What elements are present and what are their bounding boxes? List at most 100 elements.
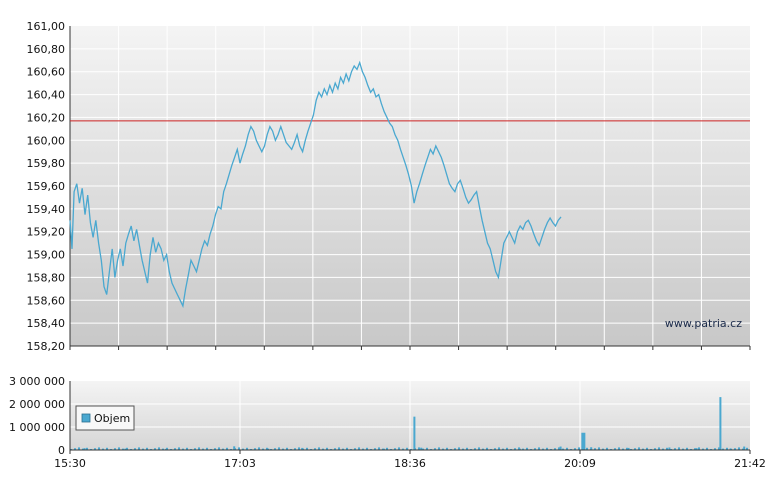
price-series-line [69,60,562,309]
volume-bar [83,448,86,450]
volume-bar [618,447,620,450]
volume-bar [726,447,728,450]
volume-bar [362,448,364,450]
volume-bar [386,447,388,450]
volume-bar [706,447,708,450]
volume-bar [218,447,220,450]
price-y-tick-label: 158,80 [27,271,66,284]
price-y-tick-label: 159,20 [27,226,66,239]
price-y-tick-label: 160,40 [27,89,66,102]
legend: Objem [75,405,135,431]
volume-bar [126,447,128,450]
volume-bar [614,448,616,450]
volume-x-tick-label: 18:36 [394,457,426,470]
volume-x-tick-label: 17:03 [224,457,256,470]
volume-bar [178,447,180,450]
volume-bar [258,447,260,450]
volume-bar [598,447,600,450]
volume-bar [266,447,268,450]
volume-bar [182,448,184,450]
volume-bar [233,446,236,450]
volume-x-tick-label: 15:30 [54,457,86,470]
volume-bar [254,448,256,450]
volume-bar [406,447,408,450]
volume-bar [194,448,196,450]
volume-bar [306,447,308,450]
volume-bar [420,447,423,450]
volume-bar [282,448,284,450]
volume-bar [82,448,84,450]
volume-bar [602,448,604,450]
volume-bar [634,448,636,450]
price-x-ticks [69,346,751,350]
volume-bar [474,448,476,450]
volume-bar [366,447,368,450]
volume-bar [174,448,176,450]
volume-bar [246,447,248,450]
volume-bar [134,448,136,450]
volume-bar [562,448,564,450]
volume-bar [722,448,724,450]
volume-bar [502,448,504,450]
volume-bar [314,448,316,450]
volume-bar [334,448,336,450]
price-y-tick-label: 158,60 [27,294,66,307]
volume-bar [114,448,116,450]
volume-bar [486,447,488,450]
volume-bar [746,447,748,450]
volume-bar [206,448,208,450]
volume-bar [102,448,104,450]
volume-bar [222,448,224,450]
volume-bar [338,447,340,450]
volume-bar [678,447,680,450]
volume-bar [378,447,380,450]
volume-bar [94,448,96,450]
volume-bar [142,448,144,450]
price-y-tick-label: 158,40 [27,317,66,330]
volume-bar [534,448,536,450]
price-y-tick-label: 160,00 [27,134,66,147]
volume-bar [402,448,404,450]
volume-bar [581,432,586,450]
volume-x-axis-ticks: 15:30 17:03 18:36 20:09 21:42 [54,450,766,470]
volume-bar [506,447,508,450]
volume-y-tick-label: 3 000 000 [9,375,65,388]
volume-x-tick-label: 20:09 [564,457,596,470]
volume-bar [446,447,448,450]
volume-x-tick-label: 21:42 [734,457,766,470]
volume-y-tick-label: 0 [58,444,65,457]
volume-bar [86,447,88,450]
volume-bar [559,446,562,450]
volume-bar [694,448,696,450]
volume-bar [734,448,736,450]
price-y-tick-label: 159,80 [27,157,66,170]
volume-bar [666,447,668,450]
price-y-tick-label: 161,00 [27,20,66,33]
volume-bar [462,448,464,450]
price-y-tick-label: 159,00 [27,249,66,262]
volume-bar [122,448,124,450]
volume-bar [354,448,356,450]
volume-bar [554,448,556,450]
volume-bar [627,447,630,450]
volume-bar [646,447,648,450]
volume-bar [498,447,500,450]
volume-bar [106,447,108,450]
price-y-tick-label: 158,20 [27,340,66,353]
volume-bar [124,448,127,450]
volume-bar [606,447,608,450]
volume-y-axis: 3 000 000 2 000 000 1 000 000 0 [9,375,65,457]
volume-bar [202,448,204,450]
volume-bar [466,447,468,450]
volume-bar [286,447,288,450]
volume-bar [413,416,416,450]
volume-bar [658,447,660,450]
volume-bar [478,448,480,450]
price-y-tick-label: 160,80 [27,43,66,56]
volume-bar [638,447,640,450]
volume-bar [518,448,521,450]
volume-bar [719,397,722,450]
volume-bar [298,447,300,450]
legend-swatch [81,413,91,423]
